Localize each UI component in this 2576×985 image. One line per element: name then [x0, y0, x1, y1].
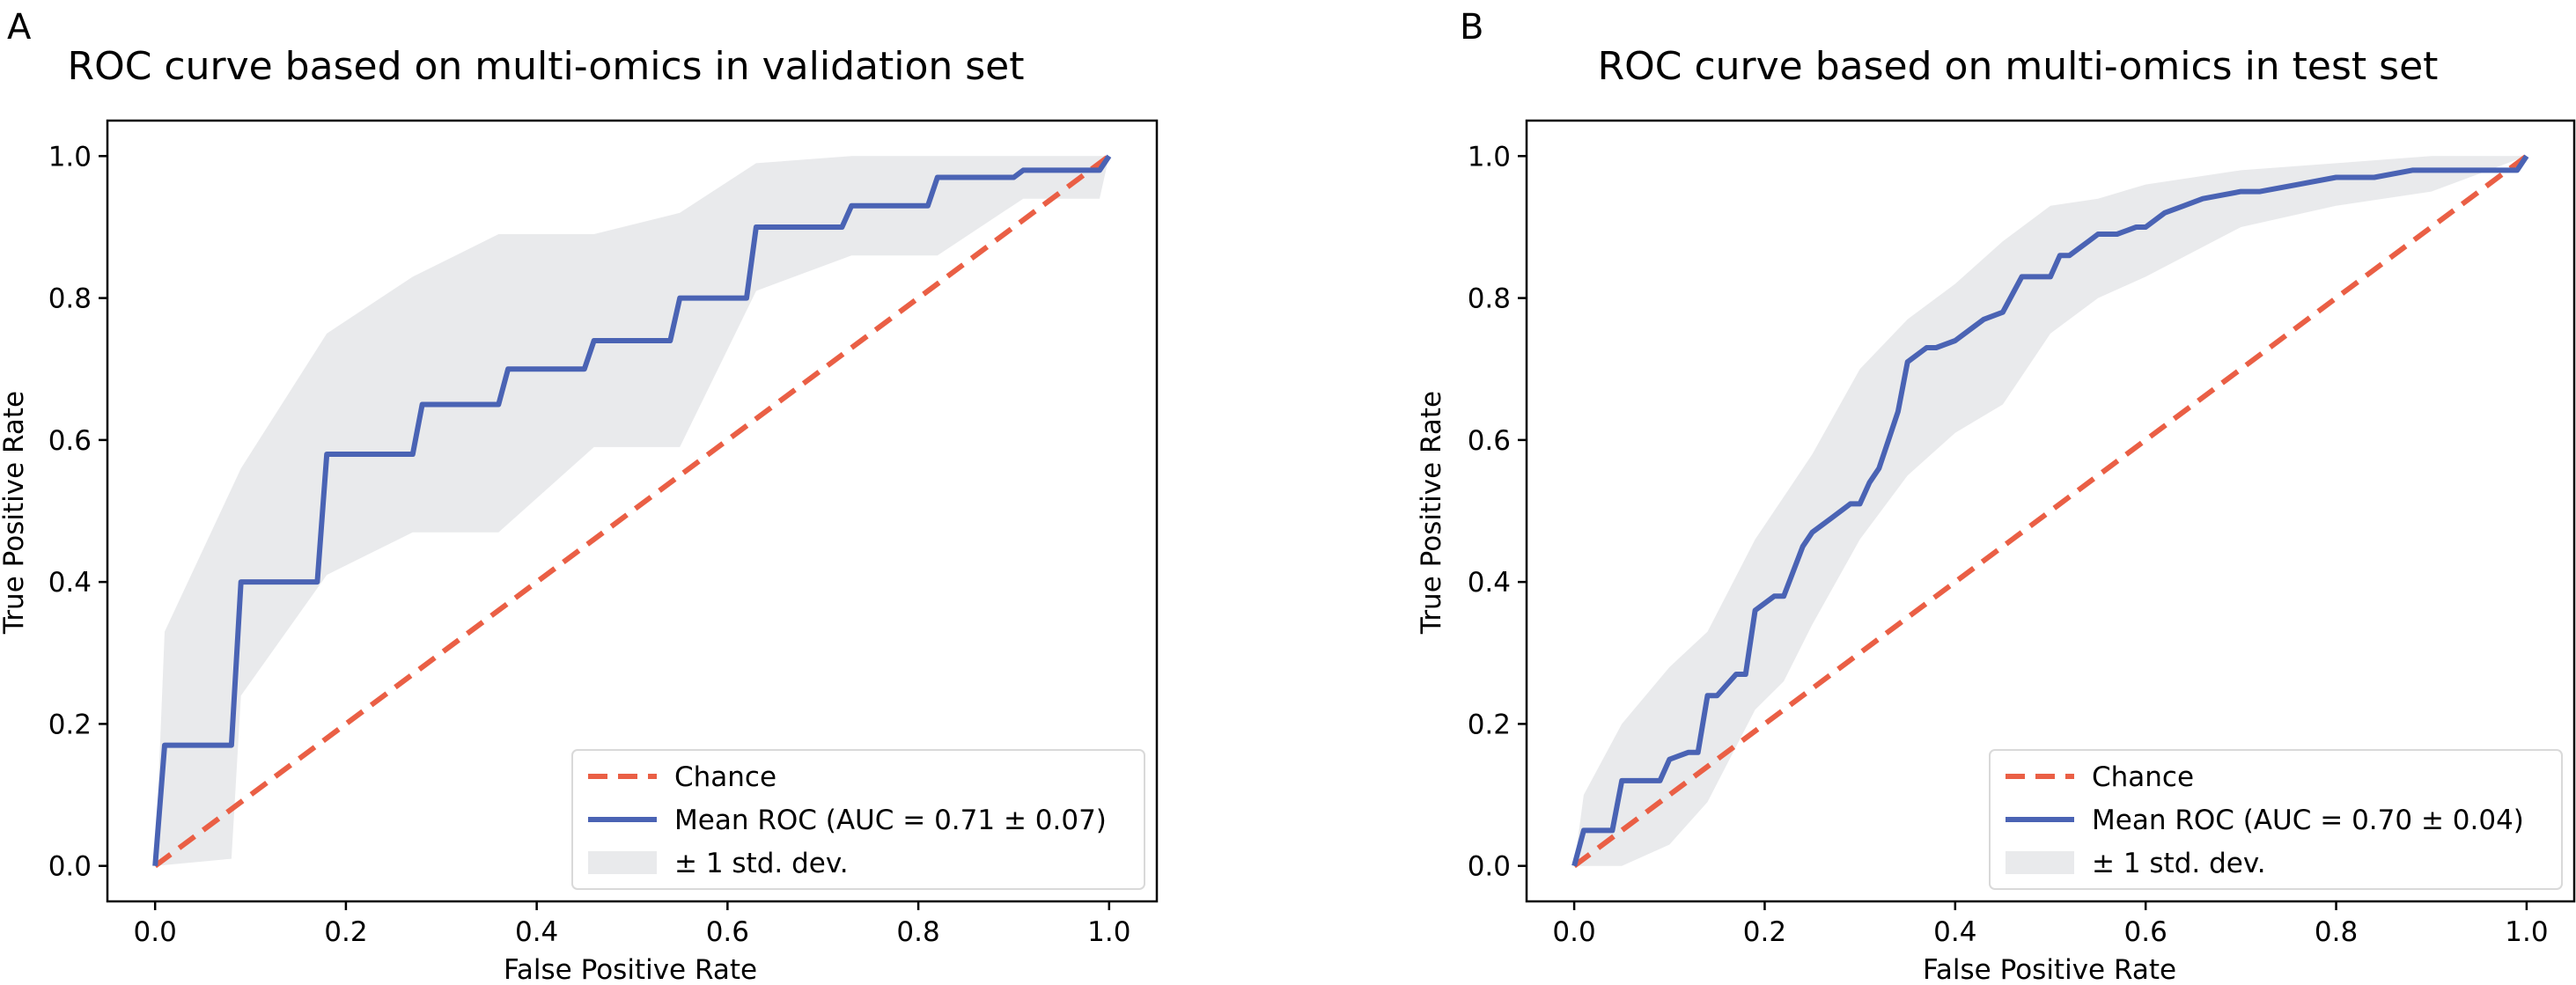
mean-roc-line-a: [152, 154, 1112, 866]
x-tick-label-a: 1.0: [1087, 916, 1130, 948]
plot-area-a: 0.0 0.2 0.4 0.6 0.8 1.0 0.0 0.2 0.4 0.6 0.8 1.0 Chan…: [48, 119, 1159, 948]
y-tick-label-b: 0.8: [1468, 283, 1511, 315]
legend-box-a: [571, 749, 1145, 890]
panel-letter-a: A: [7, 7, 32, 48]
panel-a: A ROC curve based on multi-omics in vali…: [0, 7, 1159, 985]
std-dev-band-a: [155, 156, 1109, 866]
y-tick-label-b: 0.0: [1468, 851, 1511, 883]
std-dev-band-b: [1574, 156, 2527, 866]
y-tick-label-a: 0.4: [48, 567, 92, 599]
legend-box-b: [1989, 749, 2563, 890]
x-tick-label-a: 0.2: [324, 916, 367, 948]
x-tick-label-a: 0.8: [896, 916, 939, 948]
legend-label-b: Chance: [2092, 761, 2194, 793]
chance-line-a: [153, 153, 1111, 869]
chart-title-b: ROC curve based on multi-omics in test s…: [1598, 44, 2439, 89]
x-tick-label-b: 1.0: [2505, 916, 2548, 948]
y-tick-label-a: 0.0: [48, 851, 92, 883]
y-axis-label-b: True Positive Rate: [1416, 391, 1447, 635]
y-tick-label-b: 0.6: [1468, 425, 1511, 457]
y-tick-label-b: 0.4: [1468, 567, 1511, 599]
x-tick-label-b: 0.0: [1552, 916, 1595, 948]
panel-letter-b: B: [1460, 7, 1483, 48]
panel-b: B ROC curve based on multi-omics in test…: [1416, 7, 2576, 985]
y-tick-label-b: 0.2: [1468, 709, 1511, 740]
x-tick-label-b: 0.6: [2124, 916, 2168, 948]
legend-b: Chance Mean ROC (AUC = 0.70 ± 0.04) ± 1 st…: [1989, 749, 2563, 890]
mean-roc-line-b: [1571, 154, 2529, 867]
axes-frame-b: [1525, 119, 2576, 903]
y-tick-label-a: 1.0: [48, 141, 92, 173]
legend-label-a: Chance: [674, 761, 776, 793]
x-axis-label-a: False Positive Rate: [504, 954, 757, 985]
axes-frame-a: [106, 119, 1159, 903]
x-tick-label-a: 0.0: [134, 916, 177, 948]
x-tick-label-a: 0.6: [706, 916, 749, 948]
legend-label-a: Mean ROC (AUC = 0.71 ± 0.07): [674, 805, 1107, 836]
legend-band-swatch-b: [2006, 851, 2074, 874]
legend-label-a: ± 1 std. dev.: [674, 848, 849, 879]
chart-title-a: ROC curve based on multi-omics in valida…: [68, 44, 1025, 89]
x-axis-label-b: False Positive Rate: [1923, 954, 2176, 985]
x-tick-label-a: 0.4: [515, 916, 558, 948]
y-axis-label-a: True Positive Rate: [0, 391, 30, 635]
legend-a: Chance Mean ROC (AUC = 0.71 ± 0.07) ± 1 st…: [571, 749, 1145, 890]
y-tick-label-b: 1.0: [1468, 141, 1511, 173]
chance-line-b: [1572, 153, 2528, 869]
y-tick-label-a: 0.6: [48, 425, 92, 457]
y-tick-label-a: 0.2: [48, 709, 92, 740]
legend-band-swatch-a: [588, 851, 657, 874]
legend-label-b: Mean ROC (AUC = 0.70 ± 0.04): [2092, 805, 2524, 836]
x-tick-label-b: 0.2: [1743, 916, 1786, 948]
x-tick-label-b: 0.4: [1933, 916, 1976, 948]
y-tick-label-a: 0.8: [48, 283, 92, 315]
plot-area-b: 0.0 0.2 0.4 0.6 0.8 1.0 0.0 0.2 0.4 0.6 0.8 1.0 Chan…: [1468, 119, 2576, 948]
legend-label-b: ± 1 std. dev.: [2092, 848, 2266, 879]
x-tick-label-b: 0.8: [2315, 916, 2358, 948]
